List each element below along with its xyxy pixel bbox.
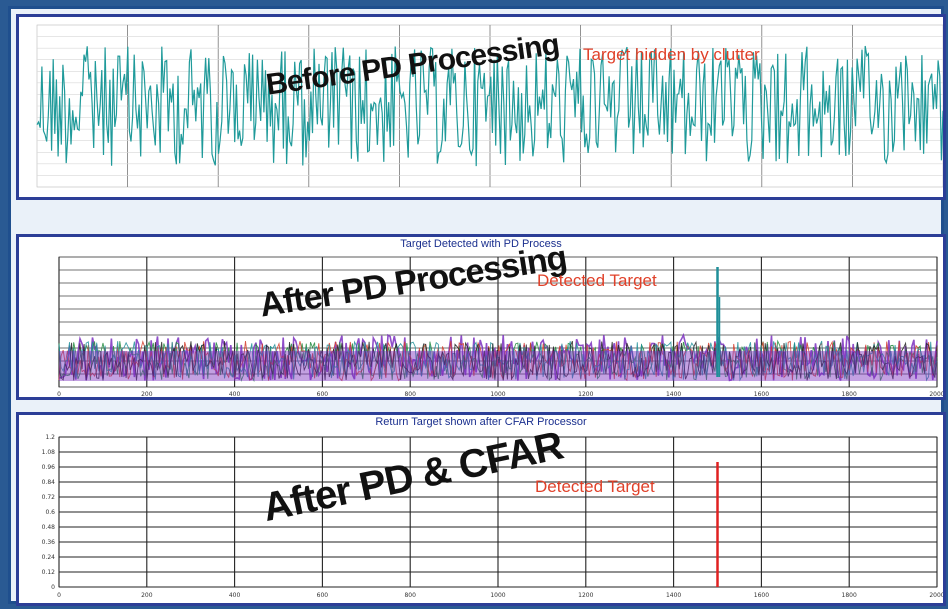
x-tick-label: 1400 [666,391,681,397]
y-tick-label: 1.2 [45,434,55,441]
before-pd-panel: Before PD Processing Target hidden by cl… [16,14,946,200]
x-tick-label: 1200 [578,391,593,397]
x-tick-label: 600 [317,391,329,397]
after-pd-detected-annotation: Detected Target [537,271,657,290]
x-tick-label: 200 [141,592,153,599]
target-hidden-annotation: Target hidden by clutter [583,45,760,64]
y-tick-label: 0.84 [42,479,56,486]
y-tick-label: 1.08 [42,449,56,456]
y-tick-label: 0.48 [42,524,56,531]
x-tick-label: 1000 [490,592,505,599]
y-tick-label: 0.72 [42,494,56,501]
after-cfar-title: Return Target shown after CFAR Processor [375,416,587,428]
x-tick-label: 1800 [842,391,857,397]
x-tick-label: 1200 [578,592,593,599]
x-tick-label: 600 [317,592,329,599]
x-tick-label: 800 [404,592,416,599]
x-tick-label: 1400 [666,592,681,599]
after-cfar-panel: 0 200 400 600 800 1000 1200 1400 1600 1800 2000 0 0.… [16,412,946,606]
x-tick-label: 1600 [754,391,769,397]
after-pd-panel: 0 200 400 600 800 1000 1200 1400 1600 1800 2000 Ta… [16,234,946,400]
x-tick-label: 2000 [929,592,943,599]
after-pd-plot: 0 200 400 600 800 1000 1200 1400 1600 1800 2000 [57,256,943,397]
before-pd-plot [36,24,943,188]
x-tick-label: 200 [141,391,153,397]
noise-band [59,351,937,381]
x-tick-label: 400 [229,391,241,397]
x-tick-label: 1600 [754,592,769,599]
x-tick-label: 0 [57,592,61,599]
y-tick-label: 0.6 [45,509,55,516]
after-cfar-detected-annotation: Detected Target [535,477,655,496]
x-tick-label: 400 [229,592,241,599]
after-cfar-plot: 0 200 400 600 800 1000 1200 1400 1600 1800 2000 0 0.… [42,434,943,599]
x-tick-label: 800 [404,391,416,397]
x-tick-label: 2000 [929,391,943,397]
y-tick-label: 0.12 [42,569,56,576]
x-tick-label: 0 [57,391,61,397]
y-tick-label: 0.36 [42,539,56,546]
noise-series [58,332,938,382]
x-tick-label: 1000 [490,391,505,397]
y-tick-label: 0.24 [42,554,56,561]
y-tick-label: 0 [51,584,55,591]
y-tick-label: 0.96 [42,464,56,471]
x-tick-label: 1800 [842,592,857,599]
after-pd-title: Target Detected with PD Process [400,238,562,250]
noise-series [58,340,938,382]
clutter-series [36,45,943,167]
